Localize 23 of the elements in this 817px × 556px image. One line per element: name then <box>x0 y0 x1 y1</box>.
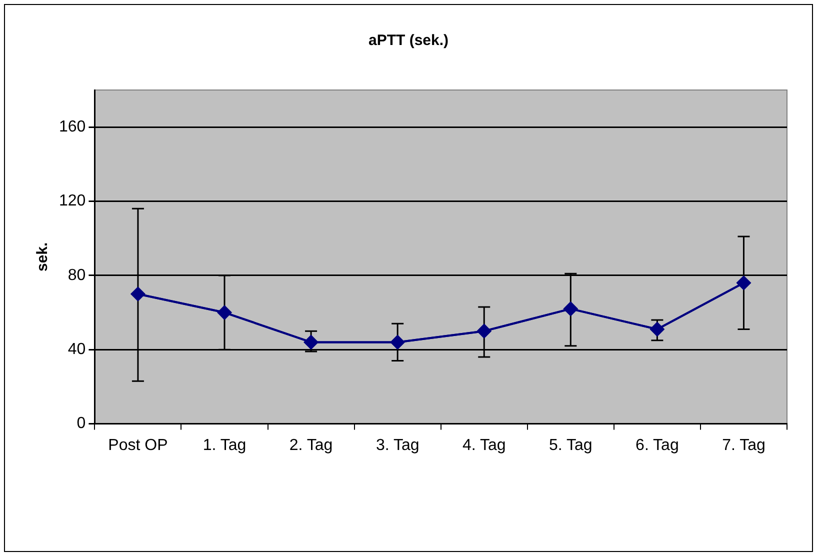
x-tick-label: 7. Tag <box>722 436 766 454</box>
chart-title: aPTT (sek.) <box>368 32 449 50</box>
x-tick-label: Post OP <box>108 436 168 454</box>
point <box>564 302 578 316</box>
y-tick-label: 0 <box>76 415 86 432</box>
point <box>736 276 751 290</box>
point <box>650 322 664 336</box>
point <box>390 335 405 350</box>
point <box>304 335 318 350</box>
x-tick-label: 4. Tag <box>462 436 506 454</box>
x-tick-label: 2. Tag <box>289 436 333 454</box>
point <box>218 306 232 320</box>
y-tick-label: 40 <box>68 341 86 358</box>
point <box>130 286 145 301</box>
x-tick-label: 3. Tag <box>376 436 420 454</box>
y-tick-label: 80 <box>68 266 86 284</box>
x-tick-label: 6. Tag <box>636 436 679 454</box>
point <box>477 324 492 338</box>
x-tick-label: 5. Tag <box>549 436 592 454</box>
x-tick-label: 1. Tag <box>202 436 246 454</box>
y-axis-title: sek. <box>34 242 52 272</box>
y-tick-label: 160 <box>58 118 86 136</box>
y-tick-label: 120 <box>58 192 86 210</box>
